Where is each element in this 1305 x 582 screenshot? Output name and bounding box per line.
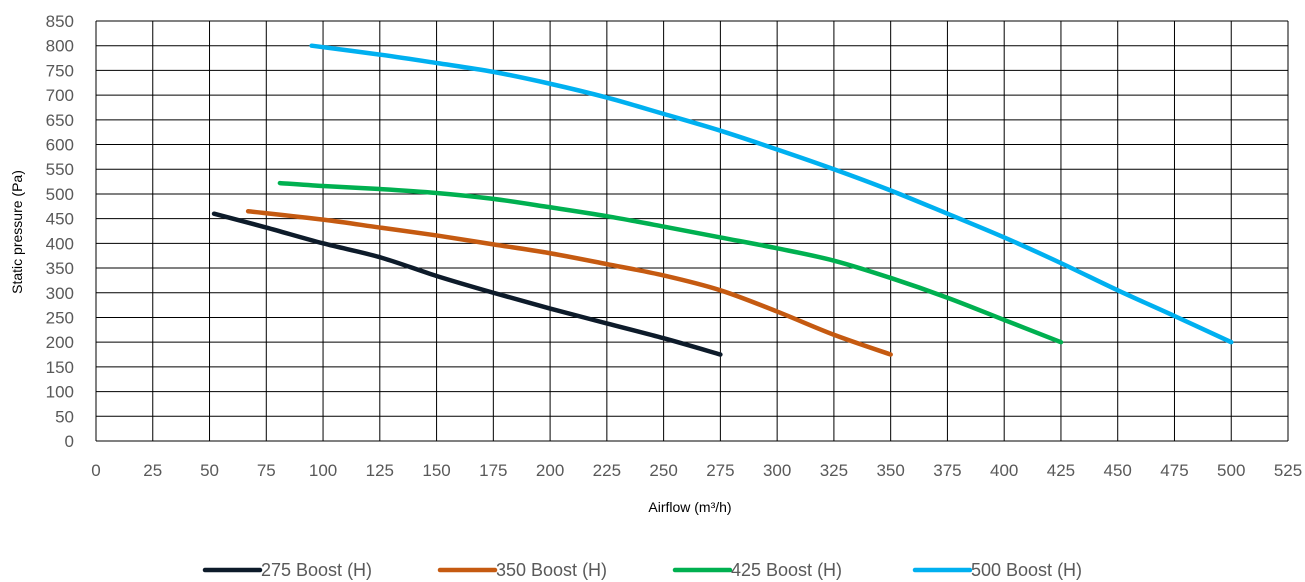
x-tick-label: 125 (366, 461, 394, 480)
x-tick-label: 425 (1047, 461, 1075, 480)
y-tick-labels: 0 50 100 150 200 250 300 350 400 450 500 550 600 650 7… (46, 12, 74, 451)
grid (95, 20, 1289, 442)
x-tick-label: 525 (1274, 461, 1302, 480)
legend-item: 275 Boost (H) (202, 560, 372, 580)
legend-item: 350 Boost (H) (437, 560, 607, 580)
y-tick-label: 300 (46, 284, 74, 303)
x-tick-label: 400 (990, 461, 1018, 480)
legend-label: 425 Boost (H) (731, 560, 842, 580)
x-tick-label: 500 (1217, 461, 1245, 480)
x-tick-label: 75 (257, 461, 276, 480)
y-tick-label: 600 (46, 136, 74, 155)
series-line-0 (211, 211, 723, 357)
x-tick-label: 100 (309, 461, 337, 480)
x-tick-label: 200 (536, 461, 564, 480)
x-tick-label: 50 (200, 461, 219, 480)
y-tick-label: 700 (46, 86, 74, 105)
x-tick-label: 375 (933, 461, 961, 480)
y-tick-label: 50 (55, 407, 74, 426)
y-tick-label: 100 (46, 383, 74, 402)
y-axis-title: Static pressure (Pa) (9, 170, 25, 294)
y-tick-label: 400 (46, 234, 74, 253)
y-tick-label: 450 (46, 210, 74, 229)
x-tick-label: 150 (422, 461, 450, 480)
y-tick-label: 850 (46, 12, 74, 31)
x-tick-label: 25 (143, 461, 162, 480)
y-tick-label: 350 (46, 259, 74, 278)
x-tick-label: 325 (820, 461, 848, 480)
series-line-2 (277, 180, 1064, 345)
y-tick-label: 650 (46, 111, 74, 130)
x-tick-label: 450 (1104, 461, 1132, 480)
legend-item: 500 Boost (H) (912, 560, 1082, 580)
series-line-3 (309, 43, 1234, 345)
x-tick-label: 225 (593, 461, 621, 480)
x-tick-label: 275 (706, 461, 734, 480)
y-tick-label: 0 (65, 432, 74, 451)
y-tick-label: 250 (46, 308, 74, 327)
x-tick-label: 0 (91, 461, 100, 480)
legend-label: 275 Boost (H) (261, 560, 372, 580)
legend-label: 350 Boost (H) (496, 560, 607, 580)
x-tick-label: 300 (763, 461, 791, 480)
legend-label: 500 Boost (H) (971, 560, 1082, 580)
series-line-1 (245, 208, 893, 357)
y-tick-label: 750 (46, 61, 74, 80)
x-tick-label: 475 (1160, 461, 1188, 480)
x-axis-title: Airflow (m³/h) (648, 499, 731, 515)
x-tick-label: 350 (876, 461, 904, 480)
x-tick-label: 250 (649, 461, 677, 480)
legend-item: 425 Boost (H) (672, 560, 842, 580)
x-tick-label: 175 (479, 461, 507, 480)
y-tick-label: 800 (46, 37, 74, 56)
y-tick-label: 550 (46, 160, 74, 179)
y-tick-label: 200 (46, 333, 74, 352)
series-lines (211, 43, 1234, 357)
legend: 275 Boost (H) 350 Boost (H) 425 Boost (H) 5… (202, 560, 1082, 580)
y-tick-label: 500 (46, 185, 74, 204)
x-tick-labels: 0 25 50 75 100 125 150 175 200 225 250 275 300 325 350… (91, 461, 1302, 480)
y-tick-label: 150 (46, 358, 74, 377)
